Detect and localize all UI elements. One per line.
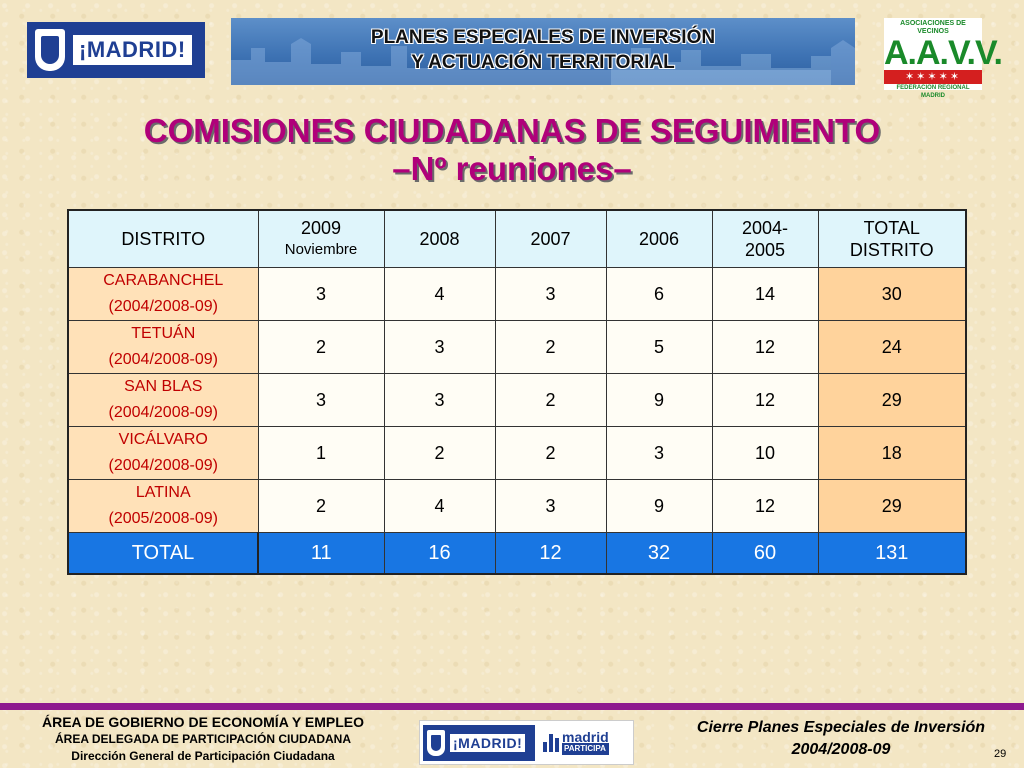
footer-department: ÁREA DE GOBIERNO DE ECONOMÍA Y EMPLEO ÁR… [0, 713, 406, 765]
value-cell: 2 [383, 426, 496, 480]
column-header-total: TOTAL DISTRITO [817, 209, 967, 268]
grand-total-cell: 131 [817, 532, 967, 575]
meetings-table: DISTRITO 2009 Noviembre 2008 2007 2006 20… [67, 209, 967, 575]
total-value-cell: 60 [711, 532, 819, 575]
banner-line-2: Y ACTUACIÓN TERRITORIAL [411, 52, 675, 73]
district-cell: CARABANCHEL (2004/2008-09) [67, 267, 259, 321]
value-cell: 4 [383, 267, 496, 321]
total-row: TOTAL 11 16 12 32 60 131 [67, 532, 967, 575]
value-cell: 3 [605, 426, 713, 480]
district-total-cell: 18 [817, 426, 967, 480]
total-value-cell: 16 [383, 532, 496, 575]
value-cell: 2 [257, 320, 385, 374]
aavv-logo-letters: A.A.V.V. [884, 34, 1003, 72]
aavv-logo: ASOCIACIONES DE VECINOS A.A.V.V. ✶✶✶✶✶ F… [884, 18, 1003, 99]
madrid-logo: ¡MADRID! [27, 22, 205, 78]
value-cell: 4 [383, 479, 496, 533]
footer-logos: ¡MADRID! madrid PARTICIPA [419, 720, 634, 765]
column-header-distrito: DISTRITO [67, 209, 259, 268]
total-value-cell: 12 [494, 532, 607, 575]
value-cell: 3 [494, 267, 607, 321]
value-cell: 2 [494, 373, 607, 427]
value-cell: 9 [605, 373, 713, 427]
page-title: COMISIONES CIUDADANAS DE SEGUIMIENTO [143, 112, 881, 149]
banner-line-1: PLANES ESPECIALES DE INVERSIÓN [370, 27, 716, 48]
footer-caption: Cierre Planes Especiales de Inversión 20… [660, 717, 1022, 761]
participa-logo-word: madrid [562, 728, 609, 745]
participa-logo-tag: PARTICIPA [562, 742, 609, 755]
value-cell: 9 [605, 479, 713, 533]
aavv-logo-top: ASOCIACIONES DE VECINOS [900, 20, 966, 35]
footer-direction-line: Dirección General de Participación Ciuda… [71, 749, 335, 763]
column-header-2008: 2008 [383, 209, 496, 268]
madrid-participa-logo: madrid PARTICIPA [543, 728, 609, 755]
column-header-2007: 2007 [494, 209, 607, 268]
aavv-logo-bottom: FEDERACION REGIONAL MADRID [896, 85, 970, 99]
district-cell: LATINA (2005/2008-09) [67, 479, 259, 533]
column-header-2006: 2006 [605, 209, 713, 268]
value-cell: 2 [257, 479, 385, 533]
value-cell: 12 [711, 373, 819, 427]
column-header-2009: 2009 Noviembre [257, 209, 385, 268]
header-banner: PLANES ESPECIALES DE INVERSIÓN Y ACTUACI… [231, 18, 855, 85]
value-cell: 2 [494, 426, 607, 480]
skyline-graphic [231, 38, 855, 85]
value-cell: 12 [711, 479, 819, 533]
district-total-cell: 24 [817, 320, 967, 374]
total-label-cell: TOTAL [67, 532, 259, 575]
value-cell: 6 [605, 267, 713, 321]
table-row: VICÁLVARO (2004/2008-09) 1 2 2 3 10 18 [67, 426, 967, 480]
madrid-logo-text: ¡MADRID! [73, 35, 192, 65]
page-number: 29 [994, 748, 1007, 760]
banner-title: PLANES ESPECIALES DE INVERSIÓN Y ACTUACI… [231, 25, 855, 75]
footer-caption-line-2: 2004/2008-09 [791, 741, 891, 758]
value-cell: 10 [711, 426, 819, 480]
footer-madrid-logo-text: ¡MADRID! [450, 733, 526, 752]
value-cell: 2 [494, 320, 607, 374]
value-cell: 3 [257, 267, 385, 321]
value-cell: 3 [494, 479, 607, 533]
value-cell: 1 [257, 426, 385, 480]
footer-caption-line-1: Cierre Planes Especiales de Inversión [696, 719, 986, 736]
district-cell: TETUÁN (2004/2008-09) [67, 320, 259, 374]
district-cell: VICÁLVARO (2004/2008-09) [67, 426, 259, 480]
footer-delegate-line: ÁREA DELEGADA DE PARTICIPACIÓN CIUDADANA [54, 732, 351, 746]
table-row: SAN BLAS (2004/2008-09) 3 3 2 9 12 29 [67, 373, 967, 427]
district-total-cell: 29 [817, 479, 967, 533]
district-total-cell: 29 [817, 373, 967, 427]
table-row: TETUÁN (2004/2008-09) 2 3 2 5 12 24 [67, 320, 967, 374]
footer-area-line: ÁREA DE GOBIERNO DE ECONOMÍA Y EMPLEO [41, 714, 365, 730]
footer-madrid-logo: ¡MADRID! [423, 724, 535, 761]
value-cell: 3 [383, 373, 496, 427]
madrid-shield-icon [35, 29, 65, 71]
value-cell: 3 [257, 373, 385, 427]
madrid-shield-icon [427, 729, 445, 756]
table-row: CARABANCHEL (2004/2008-09) 3 4 3 6 14 30 [67, 267, 967, 321]
value-cell: 12 [711, 320, 819, 374]
aavv-stars-icon: ✶✶✶✶✶ [884, 70, 982, 84]
value-cell: 5 [605, 320, 713, 374]
table-row: LATINA (2005/2008-09) 2 4 3 9 12 29 [67, 479, 967, 533]
column-header-2004-2005: 2004- 2005 [711, 209, 819, 268]
footer-divider [0, 703, 1024, 710]
district-total-cell: 30 [817, 267, 967, 321]
value-cell: 3 [383, 320, 496, 374]
page-subtitle: –Nº reuniones– [392, 150, 632, 187]
value-cell: 14 [711, 267, 819, 321]
district-cell: SAN BLAS (2004/2008-09) [67, 373, 259, 427]
total-value-cell: 11 [257, 532, 385, 575]
participa-bars-icon [543, 733, 559, 752]
table-header: DISTRITO 2009 Noviembre 2008 2007 2006 20… [67, 209, 967, 268]
total-value-cell: 32 [605, 532, 713, 575]
